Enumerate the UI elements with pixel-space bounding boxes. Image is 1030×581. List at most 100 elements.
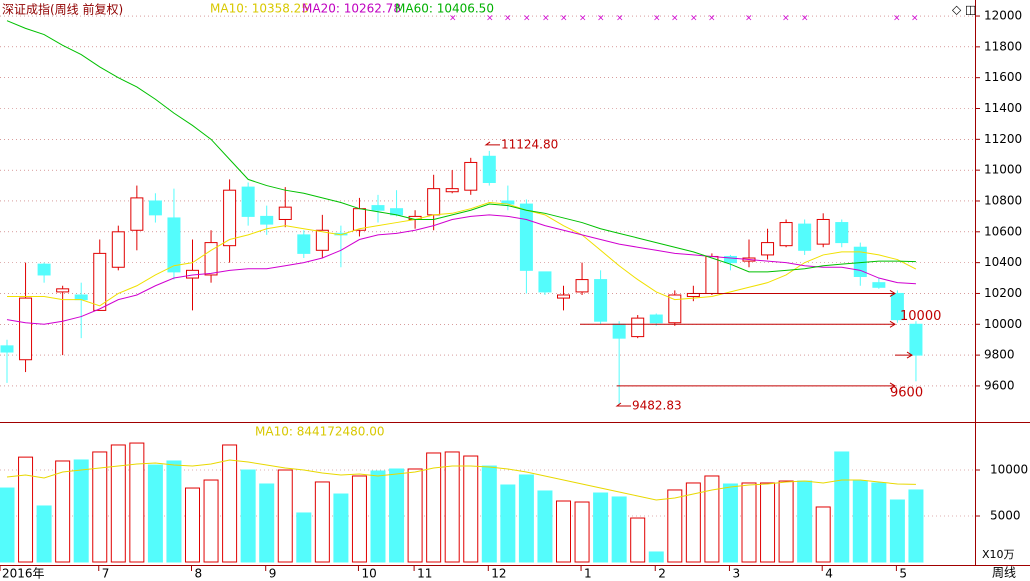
x-tick-label: 11 xyxy=(417,567,432,581)
volume-bar xyxy=(259,483,275,563)
period-label: 周线 xyxy=(992,566,1016,580)
marker: × xyxy=(597,14,605,24)
candle-body xyxy=(19,297,33,361)
volume-bar xyxy=(166,460,182,563)
candle-body xyxy=(74,294,88,301)
annotation: 9600 xyxy=(890,385,923,400)
annotation: 11124.80 xyxy=(501,137,558,151)
candle-body xyxy=(482,155,496,183)
volume-bar xyxy=(389,468,405,563)
y-tick-label: 10400 xyxy=(984,255,1022,269)
volume-bar xyxy=(500,484,516,563)
y-tick-label: 11000 xyxy=(984,163,1022,177)
x-tick-label: 7 xyxy=(102,567,110,581)
annotation-arrow xyxy=(615,402,631,407)
volume-bar xyxy=(426,452,442,563)
marker: × xyxy=(616,14,624,24)
annotation: 10000 xyxy=(900,309,941,324)
candle-body xyxy=(557,294,570,299)
volume-bar xyxy=(110,444,126,563)
x-tick-label: 3 xyxy=(732,567,740,581)
candle-body xyxy=(612,323,626,339)
marker: × xyxy=(745,14,753,24)
volume-bar xyxy=(147,464,163,563)
arrow-head xyxy=(889,320,896,328)
x-tick-label: 4 xyxy=(825,567,833,581)
candle-body xyxy=(315,229,329,251)
volume-bar xyxy=(185,487,200,563)
legend-entry: MA10: 844172480.00 xyxy=(255,425,385,439)
candle-body xyxy=(352,208,366,231)
volume-bar xyxy=(630,517,646,563)
x-tick-label: 5 xyxy=(899,567,907,581)
volume-bar xyxy=(407,468,423,563)
marker: × xyxy=(504,14,512,24)
candle-body xyxy=(872,282,886,288)
y-tick-label: 10600 xyxy=(984,224,1022,238)
candle-body xyxy=(93,252,107,311)
volume-bar xyxy=(18,456,34,563)
candle-body xyxy=(464,161,478,191)
candle-body xyxy=(649,314,663,324)
legend-entry: MA20: 10262.78 xyxy=(302,2,401,16)
y-tick-label: 11200 xyxy=(984,132,1022,146)
volume-bar xyxy=(574,501,590,563)
arrow-head xyxy=(906,351,913,359)
candle-body xyxy=(575,279,589,293)
volume-bar xyxy=(240,469,256,563)
volume-bar xyxy=(722,483,738,563)
y-tick-label: 10200 xyxy=(984,286,1022,300)
y-tick-label: 9600 xyxy=(984,378,1015,392)
volume-bar xyxy=(92,451,108,563)
volume-bar xyxy=(55,460,71,563)
marker: × xyxy=(542,14,550,24)
candle-body xyxy=(816,218,830,245)
volume-bar xyxy=(351,475,367,563)
y-tick-label: 10800 xyxy=(984,193,1022,207)
x-tick-label: 2 xyxy=(658,567,666,581)
candle-body xyxy=(890,292,904,321)
arrow-head xyxy=(889,382,896,390)
candle-body xyxy=(427,188,441,216)
x-tick-label: 2016年 xyxy=(2,567,45,581)
candle-body xyxy=(779,222,793,247)
y-tick-label: 10000 xyxy=(990,463,1028,477)
volume-bar xyxy=(277,469,293,563)
volume-bar xyxy=(370,470,386,563)
ma-line xyxy=(7,202,917,307)
volume-bar xyxy=(481,465,497,563)
volume-bar xyxy=(203,479,219,563)
volume-bar xyxy=(314,481,330,563)
volume-bar xyxy=(296,512,312,563)
candle-body xyxy=(445,188,459,193)
volume-bar xyxy=(871,482,887,563)
volume-bar xyxy=(593,492,609,563)
ma-line xyxy=(6,20,916,273)
volume-bar xyxy=(222,444,238,563)
candle-body xyxy=(148,200,162,216)
candle-body xyxy=(631,317,645,338)
volume-unit: X10万 xyxy=(982,548,1015,561)
candle-body xyxy=(37,263,51,276)
volume-bar xyxy=(537,490,553,563)
y-tick-label: 11400 xyxy=(984,101,1022,115)
volume-bar xyxy=(333,493,349,563)
x-tick-label: 8 xyxy=(195,567,203,581)
y-tick-label: 12000 xyxy=(984,9,1022,23)
volume-bar xyxy=(815,506,831,563)
candle-body xyxy=(241,186,255,217)
candle-body xyxy=(130,197,144,231)
x-tick-label: 12 xyxy=(491,567,506,581)
candle-body xyxy=(167,217,181,273)
chart-title: 深证成指(周线 前复权) xyxy=(2,2,123,17)
candle-body xyxy=(761,242,775,256)
candle-body xyxy=(0,345,14,353)
volume-bar xyxy=(778,480,794,563)
volume-bar xyxy=(556,500,571,563)
ma-line xyxy=(6,214,916,325)
volume-bar xyxy=(741,482,757,563)
toolbar-icons[interactable]: ◇ ◫ xyxy=(952,3,976,17)
volume-bar xyxy=(908,489,924,563)
volume-bar xyxy=(852,480,868,563)
marker: × xyxy=(449,14,457,24)
